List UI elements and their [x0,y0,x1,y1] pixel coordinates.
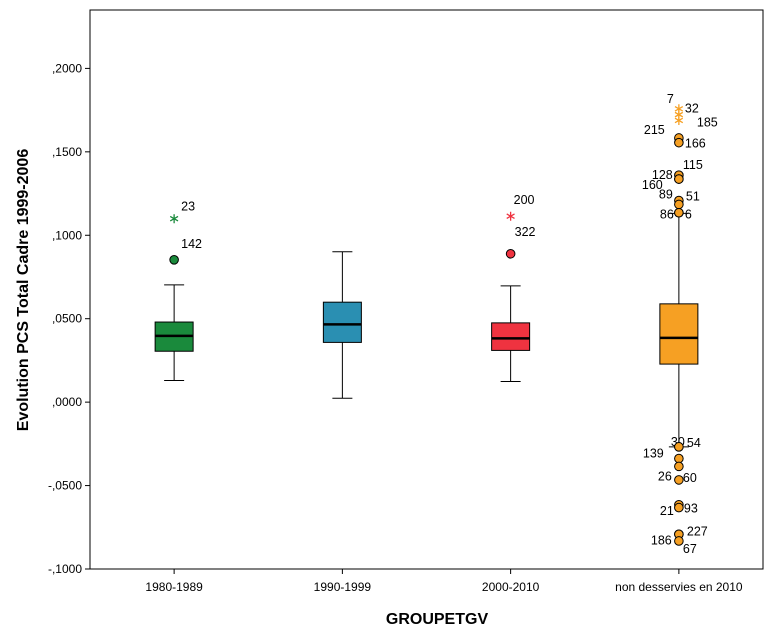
plot-area-frame [89,9,764,570]
outlier-label: 215 [644,123,665,137]
outlier-label: 185 [697,115,718,129]
outlier-circle [674,536,684,546]
outlier-label: 60 [683,471,697,485]
outlier-circle [505,248,516,259]
outlier-label: 115 [683,158,703,172]
box-group [322,251,362,399]
outlier-label: 186 [651,533,672,547]
outlier-label: 67 [683,542,697,556]
outlier-circle [674,442,684,452]
outlier-label: 93 [684,502,698,516]
y-tick-label: ,0500 [52,312,82,326]
x-tick-label: non desservies en 2010 [615,580,743,594]
outlier-label: 6 [685,208,692,222]
y-tick-label: ,0000 [52,395,82,409]
outlier-circle [674,207,684,218]
outlier-label: 160 [642,178,663,192]
outlier-label: 139 [643,447,664,461]
outlier-circle [674,475,684,485]
outlier-circle [674,199,684,210]
outlier-circle [674,137,684,148]
box-group: 200 322 [491,193,536,382]
x-tick-label: 2000-2010 [482,580,540,594]
x-tick-label: 1990-1999 [314,580,372,594]
outlier-circle [674,461,684,472]
y-axis: -,1000 -,0500 ,0000 ,0500 ,1000 ,1500 ,2000 [48,61,90,576]
outlier-label: 32 [685,102,699,116]
y-tick-label: -,1000 [48,562,82,576]
y-tick-label: ,1000 [52,228,82,242]
outlier-circle [169,254,179,265]
outlier-label: 322 [515,225,536,239]
y-axis-title: Evolution PCS Total Cadre 1999-2006 [15,149,32,432]
outlier-label: 26 [658,469,672,483]
box-iqr [322,301,362,343]
outlier-label: 89 [659,188,673,202]
outlier-label: 23 [181,200,195,214]
y-tick-label: ,2000 [52,61,82,75]
outlier-label: 227 [687,524,708,538]
outlier-label: 166 [685,137,706,151]
outlier-label: 51 [686,189,700,203]
x-tick-label: 1980-1989 [145,580,203,594]
outlier-label: 7 [667,92,674,106]
y-tick-label: ,1500 [52,145,82,159]
box-iqr [491,322,531,351]
y-tick-label: -,0500 [48,479,82,493]
outlier-circle [674,502,684,513]
x-axis: 1980-1989 1990-1999 2000-2010 non desservie… [145,569,743,594]
extreme-outlier-star [506,211,515,221]
extreme-outlier-star [674,115,684,125]
outlier-label: 54 [687,436,701,450]
outlier-label: 21 [660,504,674,518]
outlier-circle [674,453,684,464]
outlier-label: 200 [514,193,535,207]
outlier-label: 86 [660,208,674,222]
outlier-label: 128 [652,168,673,182]
box-iqr [659,303,699,365]
outlier-label: 142 [181,237,202,251]
box-group: 23 142 [154,200,202,381]
outlier-circle [674,174,684,184]
extreme-outlier-star [169,214,179,224]
x-axis-title: GROUPETGV [386,611,489,628]
